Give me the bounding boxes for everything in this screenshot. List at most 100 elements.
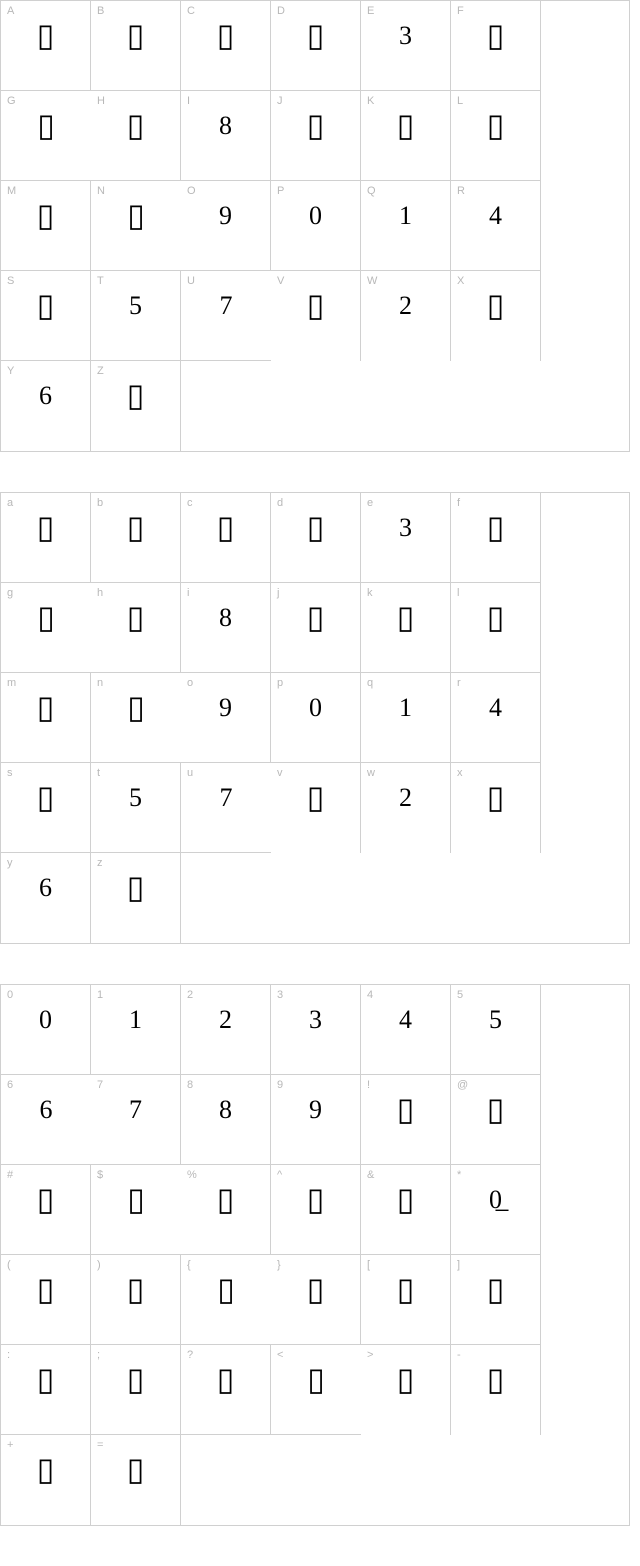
cell-label: } xyxy=(277,1259,281,1271)
charmap-cell: &▯ xyxy=(361,1165,451,1255)
missing-glyph-icon: ▯ xyxy=(37,598,55,636)
cell-glyph: 6 xyxy=(40,1095,53,1125)
cell-label: ; xyxy=(97,1349,100,1361)
cell-label: u xyxy=(187,767,193,779)
charmap-cell: c▯ xyxy=(181,493,271,583)
cell-glyph: 2 xyxy=(399,291,412,321)
missing-glyph-icon: ▯ xyxy=(127,376,145,414)
charmap-cell: Z▯ xyxy=(91,361,181,451)
cell-label: ? xyxy=(187,1349,193,1361)
cell-label: g xyxy=(7,587,13,599)
missing-glyph-icon: ▯ xyxy=(307,16,325,54)
cell-label: c xyxy=(187,497,193,509)
cell-glyph: 8 xyxy=(219,111,232,141)
cell-glyph: 5 xyxy=(489,1005,502,1035)
charmap-cell: y6 xyxy=(1,853,91,943)
charmap-cell: X▯ xyxy=(451,271,541,361)
cell-label: 8 xyxy=(187,1079,193,1091)
cell-label: 7 xyxy=(97,1079,103,1091)
missing-glyph-icon: ▯ xyxy=(307,1270,325,1308)
cell-label: ! xyxy=(367,1079,370,1091)
charmap-cell: n▯ xyxy=(91,673,181,763)
charmap-cell: *0̲ xyxy=(451,1165,541,1255)
cell-label: ( xyxy=(7,1259,11,1271)
charmap-section-lowercase: a▯b▯c▯d▯e3f▯g▯h▯i8j▯k▯l▯m▯n▯o9p0q1r4s▯t5… xyxy=(0,492,630,944)
cell-label: V xyxy=(277,275,284,287)
charmap-cell: L▯ xyxy=(451,91,541,181)
charmap-cell: 88 xyxy=(181,1075,271,1165)
cell-glyph: 3 xyxy=(399,21,412,51)
cell-label: 5 xyxy=(457,989,463,1001)
charmap-cell: s▯ xyxy=(1,763,91,853)
cell-label: d xyxy=(277,497,283,509)
charmap-cell: -▯ xyxy=(451,1345,541,1435)
charmap-cell: a▯ xyxy=(1,493,91,583)
missing-glyph-icon: ▯ xyxy=(397,598,415,636)
charmap-cell: R4 xyxy=(451,181,541,271)
cell-label: Y xyxy=(7,365,14,377)
cell-label: H xyxy=(97,95,105,107)
charmap-cell: H▯ xyxy=(91,91,181,181)
cell-label: k xyxy=(367,587,373,599)
cell-label: Z xyxy=(97,365,104,377)
cell-label: + xyxy=(7,1439,13,1451)
cell-label: Q xyxy=(367,185,376,197)
cell-glyph: 3 xyxy=(309,1005,322,1035)
cell-glyph: 9 xyxy=(219,693,232,723)
missing-glyph-icon: ▯ xyxy=(487,778,505,816)
charmap-cell: I8 xyxy=(181,91,271,181)
charmap-cell: )▯ xyxy=(91,1255,181,1345)
cell-glyph: 6 xyxy=(39,873,52,903)
charmap-cell: U7 xyxy=(181,271,271,361)
cell-label: f xyxy=(457,497,460,509)
charmap-cell: A▯ xyxy=(1,1,91,91)
cell-glyph: 0 xyxy=(39,1005,52,1035)
cell-label: 0 xyxy=(7,989,13,1001)
cell-label: ^ xyxy=(277,1169,282,1181)
missing-glyph-icon: ▯ xyxy=(127,1450,145,1488)
missing-glyph-icon: ▯ xyxy=(37,1450,55,1488)
cell-label: z xyxy=(97,857,103,869)
cell-label: m xyxy=(7,677,16,689)
missing-glyph-icon: ▯ xyxy=(307,1180,325,1218)
cell-glyph: 8 xyxy=(219,603,232,633)
cell-label: L xyxy=(457,95,463,107)
charmap-cell: r4 xyxy=(451,673,541,763)
missing-glyph-icon: ▯ xyxy=(37,778,55,816)
missing-glyph-icon: ▯ xyxy=(127,106,145,144)
cell-label: M xyxy=(7,185,16,197)
cell-glyph: 4 xyxy=(489,693,502,723)
cell-label: O xyxy=(187,185,196,197)
cell-glyph: 0 xyxy=(309,201,322,231)
cell-label: r xyxy=(457,677,461,689)
charmap-cell: v▯ xyxy=(271,763,361,853)
charmap-cell: W2 xyxy=(361,271,451,361)
missing-glyph-icon: ▯ xyxy=(37,688,55,726)
cell-glyph: 3 xyxy=(399,513,412,543)
cell-label: @ xyxy=(457,1079,468,1091)
cell-label: p xyxy=(277,677,283,689)
charmap-section-digits-symbols: 00112233445566778899!▯@▯#▯$▯%▯^▯&▯*0̲(▯)… xyxy=(0,984,630,1526)
cell-glyph: 0 xyxy=(309,693,322,723)
charmap-cell: p0 xyxy=(271,673,361,763)
charmap-cell: 77 xyxy=(91,1075,181,1165)
cell-label: l xyxy=(457,587,459,599)
charmap-cell: b▯ xyxy=(91,493,181,583)
charmap-cell: d▯ xyxy=(271,493,361,583)
charmap-cell: 00 xyxy=(1,985,91,1075)
charmap-cell: P0 xyxy=(271,181,361,271)
charmap-cell: ^▯ xyxy=(271,1165,361,1255)
charmap-cell: E3 xyxy=(361,1,451,91)
missing-glyph-icon: ▯ xyxy=(37,1270,55,1308)
charmap-cell: J▯ xyxy=(271,91,361,181)
cell-glyph: 1 xyxy=(129,1005,142,1035)
cell-label: > xyxy=(367,1349,373,1361)
charmap-cell: B▯ xyxy=(91,1,181,91)
cell-label: s xyxy=(7,767,13,779)
missing-glyph-icon: ▯ xyxy=(37,286,55,324)
charmap-section-uppercase: A▯B▯C▯D▯E3F▯G▯H▯I8J▯K▯L▯M▯N▯O9P0Q1R4S▯T5… xyxy=(0,0,630,452)
cell-label: x xyxy=(457,767,463,779)
missing-glyph-icon: ▯ xyxy=(307,106,325,144)
cell-label: # xyxy=(7,1169,13,1181)
charmap-cell: 99 xyxy=(271,1075,361,1165)
